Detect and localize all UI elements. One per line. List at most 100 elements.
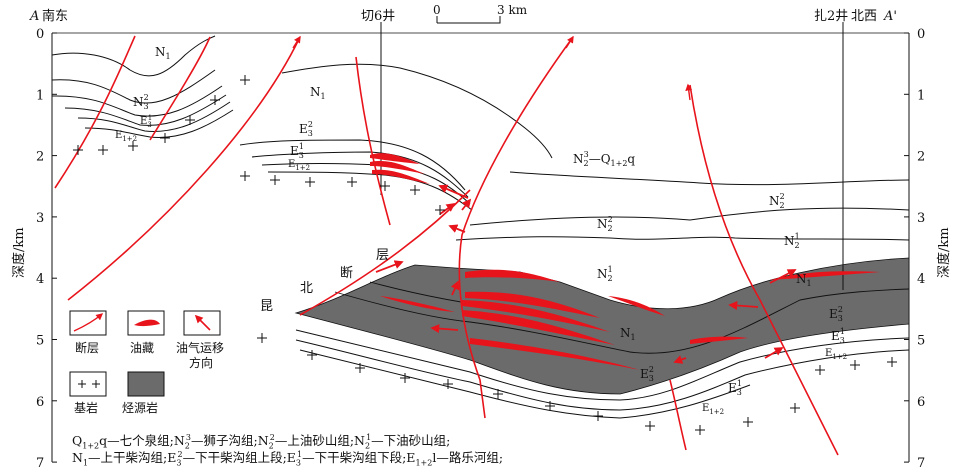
label-n1-mid: N1 <box>310 85 326 101</box>
fault-main-reverse <box>458 36 574 419</box>
legend-fault-label: 断层 <box>75 340 99 355</box>
axis-tick-label: 7 <box>36 456 44 471</box>
depth-axis-right: 0 1 2 3 4 5 6 7 <box>904 27 925 471</box>
basement-cross <box>240 171 250 181</box>
label-n21-mid: N21 <box>597 265 613 283</box>
oil-reservoirs <box>370 153 880 370</box>
label-e12-mid: E1+2 <box>288 159 310 172</box>
basement-cross <box>435 205 445 215</box>
legend-basement-label: 基岩 <box>74 400 98 415</box>
frame <box>51 32 910 462</box>
basement-cross <box>815 365 825 375</box>
axis-tick-label: 2 <box>917 150 925 165</box>
basement-cross <box>545 401 555 411</box>
label-e12-basin: E1+2 <box>702 403 724 416</box>
fault-right <box>689 84 839 456</box>
label-n22-mid: N22 <box>597 215 613 233</box>
label-e31-left: E31 <box>140 114 152 129</box>
label-n21-right: N21 <box>784 232 800 250</box>
well-label-zha2: 扎2井 <box>814 9 848 24</box>
depth-axis-label-right: 深度/km <box>936 227 952 278</box>
axis-tick-label: 3 <box>36 211 44 226</box>
basement-cross <box>593 411 603 421</box>
axis-tick-label: 2 <box>36 150 44 165</box>
label-n23q: N23—Q1+2q <box>573 150 635 168</box>
axis-tick-label: 1 <box>917 88 925 103</box>
basement-cross <box>355 363 365 373</box>
fault-left-2 <box>149 36 211 141</box>
fault-label-char-1: 昆 <box>260 299 273 314</box>
horizon-lines <box>51 35 910 419</box>
legend: 断层 油藏 油气运移 方向 基岩 烃源岩 <box>69 310 224 415</box>
label-e31-right: E31 <box>831 327 845 345</box>
direction-right-label: 北西 <box>851 9 877 24</box>
label-e31-basin: E31 <box>728 379 742 397</box>
basement-cross <box>493 389 503 399</box>
caption-line-2: N1—上干柴沟组;E32—下干柴沟组上段;E31—下干柴沟组下段;E1+2l—路… <box>72 449 504 468</box>
legend-source-rock-label: 烃源岩 <box>122 400 158 415</box>
basement-cross <box>128 141 138 151</box>
basement-cross <box>257 333 267 343</box>
fault-label-char-2: 北 <box>300 281 313 296</box>
faults <box>54 35 839 456</box>
basement-cross <box>443 379 453 389</box>
axis-tick-label: 4 <box>917 272 925 287</box>
axis-tick-label: 5 <box>36 334 44 349</box>
axis-tick-label: 4 <box>36 272 44 287</box>
caption-line-1: Q1+2q—七个泉组;N23—狮子沟组;N22—上油砂山组;N21—下油砂山组; <box>72 432 451 451</box>
fault-label-char-3: 断 <box>340 266 353 281</box>
axis-tick-label: 3 <box>917 211 925 226</box>
basement-cross <box>270 175 280 185</box>
fault-label-char-4: 层 <box>376 248 389 263</box>
label-n22-right: N22 <box>769 192 785 210</box>
axis-tick-label: 6 <box>36 395 44 410</box>
basement-cross <box>410 185 420 195</box>
axis-tick-label: 1 <box>36 88 44 103</box>
basement-cross <box>400 373 410 383</box>
label-e31-mid: E31 <box>290 142 304 160</box>
depth-axis-left: 0 1 2 3 4 5 6 7 <box>36 27 57 471</box>
fault-arrows <box>292 35 693 101</box>
axis-tick-label: 0 <box>917 27 925 42</box>
migration-arrows <box>375 184 797 364</box>
scale-bar-zero: 0 <box>433 3 441 17</box>
label-n23-left: N32 <box>133 93 149 111</box>
fault-qie6 <box>355 56 391 226</box>
fault-kunbei <box>67 36 301 301</box>
section-end-label: A' <box>883 9 897 24</box>
well-label-qie6: 切6井 <box>361 9 395 24</box>
basement-cross <box>850 360 860 370</box>
basement-cross <box>210 95 220 105</box>
fault-small <box>669 379 687 451</box>
basement-cross <box>73 145 83 155</box>
header: A 南东 切6井 扎2井 北西 A' <box>29 8 897 24</box>
fault-left-1 <box>54 35 136 189</box>
label-e32-mid: E32 <box>299 120 313 138</box>
basement-cross <box>185 115 195 125</box>
basement-cross <box>305 177 315 187</box>
basement-cross <box>887 357 897 367</box>
basement-cross <box>743 417 753 427</box>
basement-cross <box>645 421 655 431</box>
legend-migration-label-2: 方向 <box>189 355 213 370</box>
label-e32-basin: E32 <box>640 365 654 383</box>
scale-bar: 0 3 km <box>433 3 528 24</box>
basement-cross <box>380 181 390 191</box>
basement-cross <box>790 403 800 413</box>
legend-migration-label: 油气运移 <box>176 340 224 355</box>
axis-tick-label: 0 <box>36 27 44 42</box>
basement-cross <box>98 145 108 155</box>
legend-reservoir-label: 油藏 <box>130 341 154 355</box>
well-lines <box>380 22 844 290</box>
axis-tick-label: 5 <box>917 334 925 349</box>
direction-left-label: 南东 <box>42 8 68 24</box>
axis-tick-label: 6 <box>917 395 925 410</box>
depth-axis-label-left: 深度/km <box>11 227 27 278</box>
label-e12-right: E1+2 <box>825 348 847 361</box>
basement-cross <box>240 75 250 85</box>
fault-label: 昆 北 断 层 <box>260 248 389 314</box>
scale-bar-end: 3 km <box>497 3 528 17</box>
basement-cross <box>695 425 705 435</box>
axis-tick-label: 7 <box>917 456 925 471</box>
